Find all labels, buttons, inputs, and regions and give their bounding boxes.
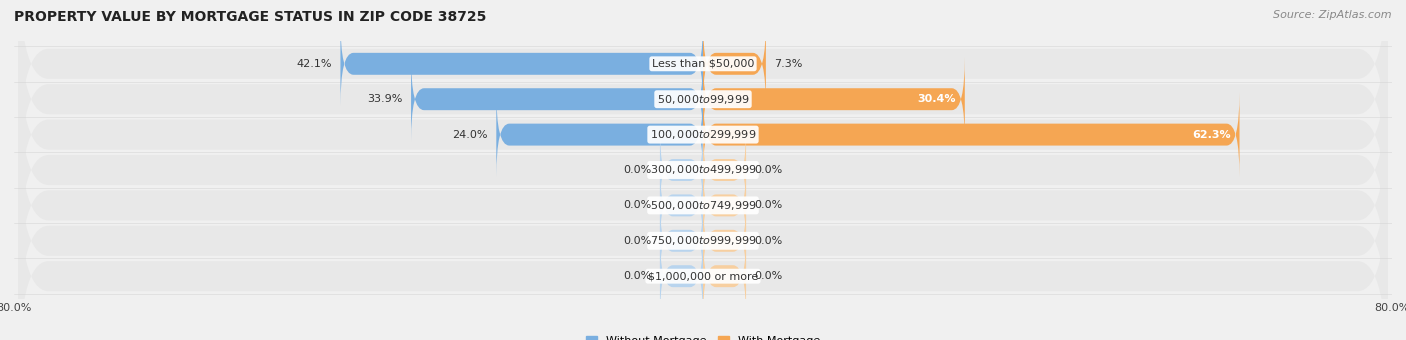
Text: 62.3%: 62.3% — [1192, 130, 1230, 140]
FancyBboxPatch shape — [18, 26, 1388, 243]
Text: 0.0%: 0.0% — [623, 200, 651, 210]
Text: $750,000 to $999,999: $750,000 to $999,999 — [650, 234, 756, 247]
Text: 24.0%: 24.0% — [453, 130, 488, 140]
Text: $1,000,000 or more: $1,000,000 or more — [648, 271, 758, 281]
FancyBboxPatch shape — [659, 234, 703, 318]
Text: $100,000 to $299,999: $100,000 to $299,999 — [650, 128, 756, 141]
Text: 30.4%: 30.4% — [918, 94, 956, 104]
FancyBboxPatch shape — [18, 167, 1388, 340]
FancyBboxPatch shape — [703, 57, 965, 141]
Text: 0.0%: 0.0% — [755, 236, 783, 246]
FancyBboxPatch shape — [703, 128, 747, 212]
FancyBboxPatch shape — [703, 234, 747, 318]
Text: 0.0%: 0.0% — [755, 271, 783, 281]
Text: 0.0%: 0.0% — [755, 165, 783, 175]
Text: $50,000 to $99,999: $50,000 to $99,999 — [657, 93, 749, 106]
FancyBboxPatch shape — [411, 57, 703, 141]
FancyBboxPatch shape — [18, 0, 1388, 173]
Text: Source: ZipAtlas.com: Source: ZipAtlas.com — [1274, 10, 1392, 20]
Text: $300,000 to $499,999: $300,000 to $499,999 — [650, 164, 756, 176]
FancyBboxPatch shape — [496, 92, 703, 177]
Text: $500,000 to $749,999: $500,000 to $749,999 — [650, 199, 756, 212]
FancyBboxPatch shape — [659, 199, 703, 283]
FancyBboxPatch shape — [659, 128, 703, 212]
Legend: Without Mortgage, With Mortgage: Without Mortgage, With Mortgage — [582, 331, 824, 340]
Text: 33.9%: 33.9% — [367, 94, 402, 104]
FancyBboxPatch shape — [340, 22, 703, 106]
Text: 0.0%: 0.0% — [623, 271, 651, 281]
Text: 42.1%: 42.1% — [297, 59, 332, 69]
Text: 7.3%: 7.3% — [775, 59, 803, 69]
Text: PROPERTY VALUE BY MORTGAGE STATUS IN ZIP CODE 38725: PROPERTY VALUE BY MORTGAGE STATUS IN ZIP… — [14, 10, 486, 24]
Text: 0.0%: 0.0% — [755, 200, 783, 210]
FancyBboxPatch shape — [18, 61, 1388, 279]
FancyBboxPatch shape — [18, 0, 1388, 208]
Text: 0.0%: 0.0% — [623, 236, 651, 246]
Text: Less than $50,000: Less than $50,000 — [652, 59, 754, 69]
FancyBboxPatch shape — [703, 22, 766, 106]
FancyBboxPatch shape — [18, 132, 1388, 340]
FancyBboxPatch shape — [703, 92, 1240, 177]
FancyBboxPatch shape — [703, 199, 747, 283]
Text: 0.0%: 0.0% — [623, 165, 651, 175]
FancyBboxPatch shape — [18, 97, 1388, 314]
FancyBboxPatch shape — [703, 163, 747, 248]
FancyBboxPatch shape — [659, 163, 703, 248]
